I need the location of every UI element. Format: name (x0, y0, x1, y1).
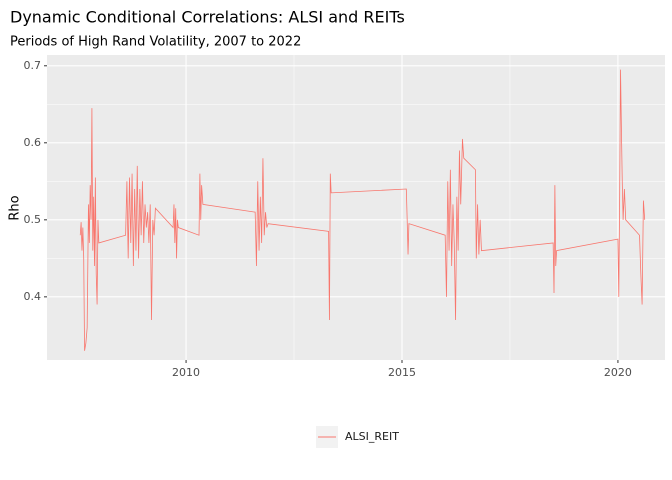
y-tick-label: 0.5 (24, 213, 42, 226)
y-axis-label: Rho (8, 195, 23, 220)
legend-label: ALSI_REIT (345, 430, 399, 443)
x-tick-label: 2010 (172, 366, 200, 379)
x-tick-label: 2020 (604, 366, 632, 379)
y-tick-label: 0.6 (24, 136, 42, 149)
y-tick-label: 0.4 (24, 290, 42, 303)
chart-title: Dynamic Conditional Correlations: ALSI a… (10, 8, 405, 27)
y-tick-label: 0.7 (24, 59, 42, 72)
x-tick-label: 2015 (388, 366, 416, 379)
chart-subtitle: Periods of High Rand Volatility, 2007 to… (10, 35, 301, 50)
line (79, 69, 646, 351)
